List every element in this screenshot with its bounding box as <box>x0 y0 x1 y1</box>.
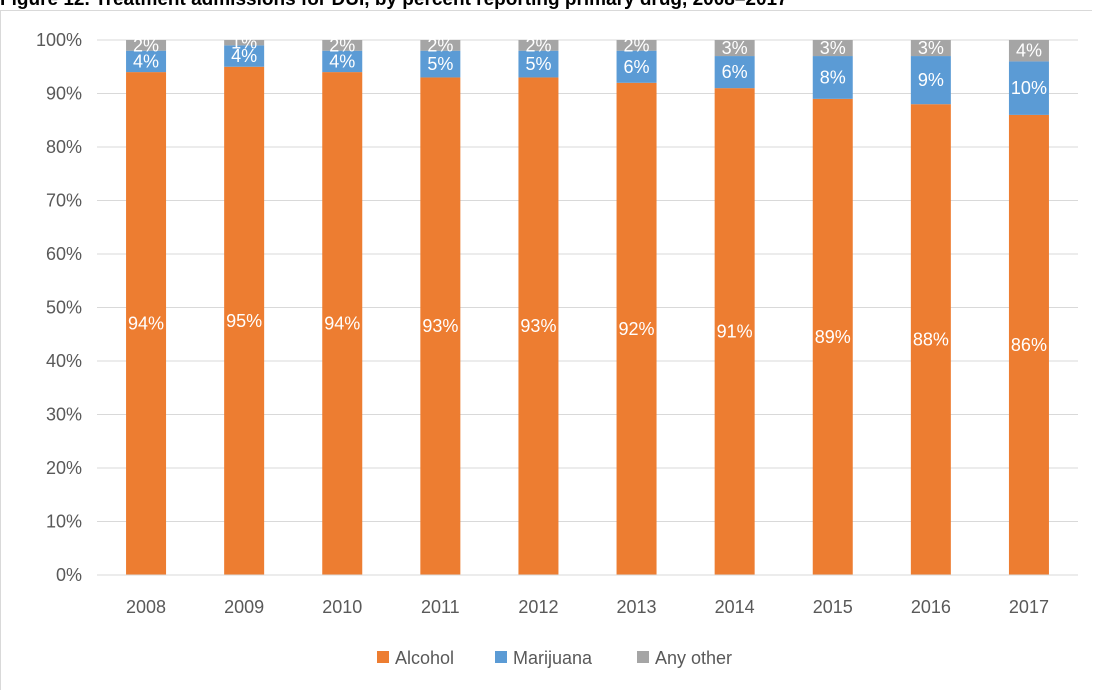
x-tick-label: 2010 <box>322 597 362 617</box>
data-label: 4% <box>1016 41 1042 61</box>
x-tick-label: 2017 <box>1009 597 1049 617</box>
legend-label: Alcohol <box>395 648 454 668</box>
data-label: 1% <box>231 33 257 53</box>
bar-segment <box>714 88 755 576</box>
bar-segment <box>616 40 657 51</box>
chart-title: Figure 12. Treatment admissions for DUI,… <box>0 0 1094 11</box>
data-label: 4% <box>133 51 159 71</box>
legend-label: Marijuana <box>513 648 593 668</box>
bar-segment <box>812 98 853 575</box>
bar-segment <box>714 40 755 57</box>
data-label: 94% <box>128 314 164 334</box>
y-tick-label: 10% <box>46 512 82 532</box>
bar-segment <box>322 72 363 575</box>
bar-segment <box>126 40 167 51</box>
x-tick-label: 2008 <box>126 597 166 617</box>
data-label: 3% <box>722 38 748 58</box>
bar-segment <box>812 56 853 99</box>
data-label: 2% <box>329 35 355 55</box>
bar-segment <box>616 82 657 576</box>
legend-swatch <box>637 651 649 663</box>
data-label: 2% <box>624 35 650 55</box>
x-axis: 2008 2009 2010 2011 2012 2013 2014 2015 2016 2017 <box>97 574 1078 617</box>
x-tick-label: 2012 <box>518 597 558 617</box>
data-label: 91% <box>717 322 753 342</box>
y-tick-label: 40% <box>46 351 82 371</box>
legend: Alcohol Marijuana Any other <box>377 648 732 668</box>
bar-segment <box>126 72 167 575</box>
bar-segment <box>224 66 265 575</box>
legend-label: Any other <box>655 648 732 668</box>
bar-segment <box>910 104 951 575</box>
y-tick-label: 80% <box>46 137 82 157</box>
x-tick-label: 2016 <box>911 597 951 617</box>
data-label: 6% <box>624 57 650 77</box>
y-tick-label: 0% <box>56 565 82 585</box>
data-label: 3% <box>820 38 846 58</box>
bar-segment <box>224 45 265 67</box>
data-label: 95% <box>226 311 262 331</box>
data-label: 92% <box>619 319 655 339</box>
bar-segment <box>518 50 559 78</box>
bar-segment <box>518 77 559 575</box>
data-label: 4% <box>329 51 355 71</box>
data-label: 5% <box>525 54 551 74</box>
chart-frame <box>0 10 1092 690</box>
x-tick-label: 2011 <box>421 597 460 617</box>
x-tick-label: 2013 <box>617 597 657 617</box>
bar-segment <box>420 40 461 51</box>
bar-segment <box>126 50 167 73</box>
bar-segment <box>1008 114 1049 576</box>
data-label: 93% <box>422 316 458 336</box>
bar-segment <box>322 50 363 73</box>
y-tick-label: 100% <box>36 30 82 50</box>
bar-segment <box>1008 40 1049 62</box>
data-label: 5% <box>427 54 453 74</box>
y-tick-label: 90% <box>46 84 82 104</box>
y-tick-label: 60% <box>46 244 82 264</box>
data-label: 8% <box>820 67 846 87</box>
data-label: 3% <box>918 38 944 58</box>
x-tick-label: 2015 <box>813 597 853 617</box>
data-label: 2% <box>525 35 551 55</box>
data-label: 2% <box>133 35 159 55</box>
y-tick-label: 30% <box>46 405 82 425</box>
bars: 94%4%2%95%4%1%94%4%2%93%5%2%93%5%2%92%6%… <box>126 33 1049 576</box>
y-axis: 0% 10% 20% 30% 40% 50% 60% 70% 80% 90% 100% <box>36 30 82 585</box>
bar-segment <box>616 50 657 83</box>
data-label: 9% <box>918 70 944 90</box>
data-label: 2% <box>427 35 453 55</box>
bar-segment <box>224 40 265 46</box>
y-tick-label: 70% <box>46 191 82 211</box>
bar-segment <box>812 40 853 57</box>
data-label: 86% <box>1011 335 1047 355</box>
data-label: 4% <box>231 46 257 66</box>
bar-segment <box>910 56 951 105</box>
data-label: 93% <box>520 316 556 336</box>
data-label: 88% <box>913 330 949 350</box>
data-label: 94% <box>324 314 360 334</box>
x-tick-label: 2009 <box>224 597 264 617</box>
bar-segment <box>420 77 461 575</box>
bar-segment <box>910 40 951 57</box>
bar-segment <box>420 50 461 78</box>
legend-swatch <box>377 651 389 663</box>
bar-segment <box>714 56 755 89</box>
bar-segment <box>518 40 559 51</box>
data-label: 10% <box>1011 78 1047 98</box>
y-tick-label: 50% <box>46 298 82 318</box>
data-label: 89% <box>815 327 851 347</box>
bar-segment <box>322 40 363 51</box>
data-label: 6% <box>722 62 748 82</box>
legend-swatch <box>495 651 507 663</box>
x-tick-label: 2014 <box>715 597 755 617</box>
bar-segment <box>1008 61 1049 115</box>
y-tick-label: 20% <box>46 458 82 478</box>
